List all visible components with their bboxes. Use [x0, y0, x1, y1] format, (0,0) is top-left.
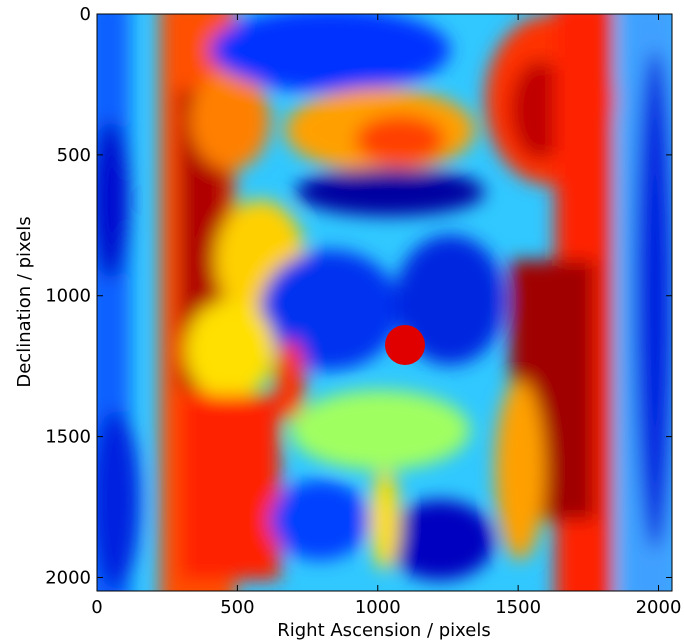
y-tick-label: 1000	[45, 286, 91, 307]
x-tick-label: 2000	[636, 597, 682, 618]
y-axis-label: Declination / pixels	[14, 216, 35, 387]
x-tick-label: 500	[220, 597, 254, 618]
y-tick-label: 1500	[45, 427, 91, 448]
y-tick-label: 0	[80, 4, 91, 25]
x-tick-label: 0	[91, 597, 102, 618]
y-tick-label: 500	[57, 145, 91, 166]
x-tick-label: 1000	[355, 597, 401, 618]
heatmap-image	[97, 14, 672, 591]
y-tick-label: 2000	[45, 567, 91, 588]
x-axis-label: Right Ascension / pixels	[277, 620, 490, 641]
plot-frame	[96, 13, 673, 592]
x-tick-label: 1500	[495, 597, 541, 618]
